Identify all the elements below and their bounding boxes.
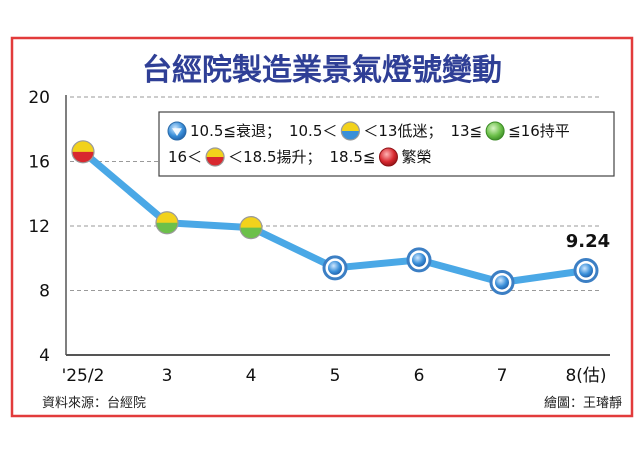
legend-label: ＜18.5揚升； [228,148,321,166]
data-point-marker [71,140,95,164]
legend-label: 18.5≦ [330,148,376,166]
signal-markers [71,140,599,295]
legend-label: 10.5＜ [289,122,337,140]
x-tick-label: '25/2 [62,366,105,386]
last-value-label: 9.24 [566,231,610,252]
legend-item: 10.5＜ ＜13低迷； [289,121,442,141]
y-tick-label: 12 [28,217,50,237]
legend-label: 10.5≦衰退； [190,122,281,140]
legend-item: 18.5≦ 繁榮 [330,147,431,167]
legend-swatch [205,147,225,167]
data-point-marker [322,255,348,281]
legend-swatch [340,121,360,141]
legend: 10.5≦衰退； 10.5＜ ＜13低迷； 13≦ ≦16持平 16＜ ＜18.5揚升； 18… [158,111,615,177]
data-point-marker [239,216,263,240]
x-tick-label: 3 [162,366,173,386]
x-tick-label: 6 [414,366,425,386]
legend-label: 繁榮 [401,148,431,166]
legend-swatch [485,121,505,141]
data-point-marker [155,211,179,235]
y-tick-label: 8 [39,282,50,302]
data-point-marker [406,247,432,273]
legend-swatch [167,121,187,141]
data-point-marker [489,269,515,295]
x-tick-label: 5 [330,366,341,386]
y-tick-label: 4 [39,346,50,366]
chart-border [10,36,634,418]
data-point-marker [573,258,599,284]
x-tick-labels: '25/2 3 4 5 6 7 8(估) [62,366,607,386]
y-tick-label: 20 [28,88,50,108]
legend-item: 13≦ ≦16持平 [450,121,570,141]
chart-title: 台經院製造業景氣燈號變動 [142,53,502,88]
credit-note: 繪圖：王璿靜 [544,395,622,411]
legend-label: 13≦ [450,122,482,140]
legend-label: ＜13低迷； [363,122,442,140]
legend-label: 16＜ [168,148,202,166]
x-tick-label: 4 [246,366,257,386]
x-tick-label: 8(估) [565,366,606,386]
source-note: 資料來源：台經院 [42,396,146,411]
axes [65,95,610,356]
legend-item: 16＜ ＜18.5揚升； [168,147,322,167]
legend-label: ≦16持平 [508,122,570,140]
y-tick-label: 16 [28,153,50,173]
x-tick-label: 7 [497,366,508,386]
legend-swatch [378,147,398,167]
legend-item: 10.5≦衰退； [167,121,281,141]
y-tick-labels: 20 16 12 8 4 [28,88,50,366]
